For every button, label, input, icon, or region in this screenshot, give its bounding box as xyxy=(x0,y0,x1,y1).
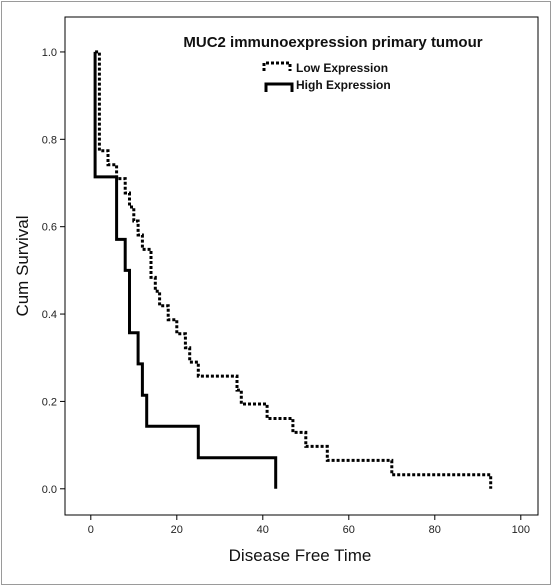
x-tick-label: 100 xyxy=(512,524,530,536)
y-tick-label: 1.0 xyxy=(42,47,57,59)
y-tick-label: 0.6 xyxy=(42,222,57,234)
x-tick-label: 60 xyxy=(343,524,355,536)
legend-swatch-low xyxy=(262,61,292,71)
x-axis: 0 20 40 60 80 100 xyxy=(88,515,530,536)
legend-label-low: Low Expression xyxy=(296,61,388,75)
legend-swatch-high xyxy=(264,82,294,92)
y-tick-label: 0.0 xyxy=(42,484,57,496)
y-tick-label: 0.2 xyxy=(42,396,57,408)
legend: Low Expression High Expression xyxy=(262,61,391,92)
x-tick-label: 0 xyxy=(88,524,94,536)
x-tick-label: 20 xyxy=(171,524,183,536)
chart-title: MUC2 immunoexpression primary tumour xyxy=(183,34,482,51)
x-tick-label: 40 xyxy=(257,524,269,536)
y-tick-label: 0.8 xyxy=(42,134,57,146)
y-axis: 0.0 0.2 0.4 0.6 0.8 1.0 xyxy=(42,47,65,496)
x-tick-label: 80 xyxy=(429,524,441,536)
y-tick-label: 0.4 xyxy=(42,309,57,321)
legend-item-high: High Expression xyxy=(264,78,391,92)
legend-label-high: High Expression xyxy=(296,78,391,92)
series-line-high-expression xyxy=(93,51,278,489)
y-axis-title: Cum Survival xyxy=(13,215,32,316)
series-line-low-expression xyxy=(95,50,493,489)
x-axis-title: Disease Free Time xyxy=(229,546,372,565)
legend-item-low: Low Expression xyxy=(262,61,388,75)
series-layer xyxy=(93,50,493,489)
